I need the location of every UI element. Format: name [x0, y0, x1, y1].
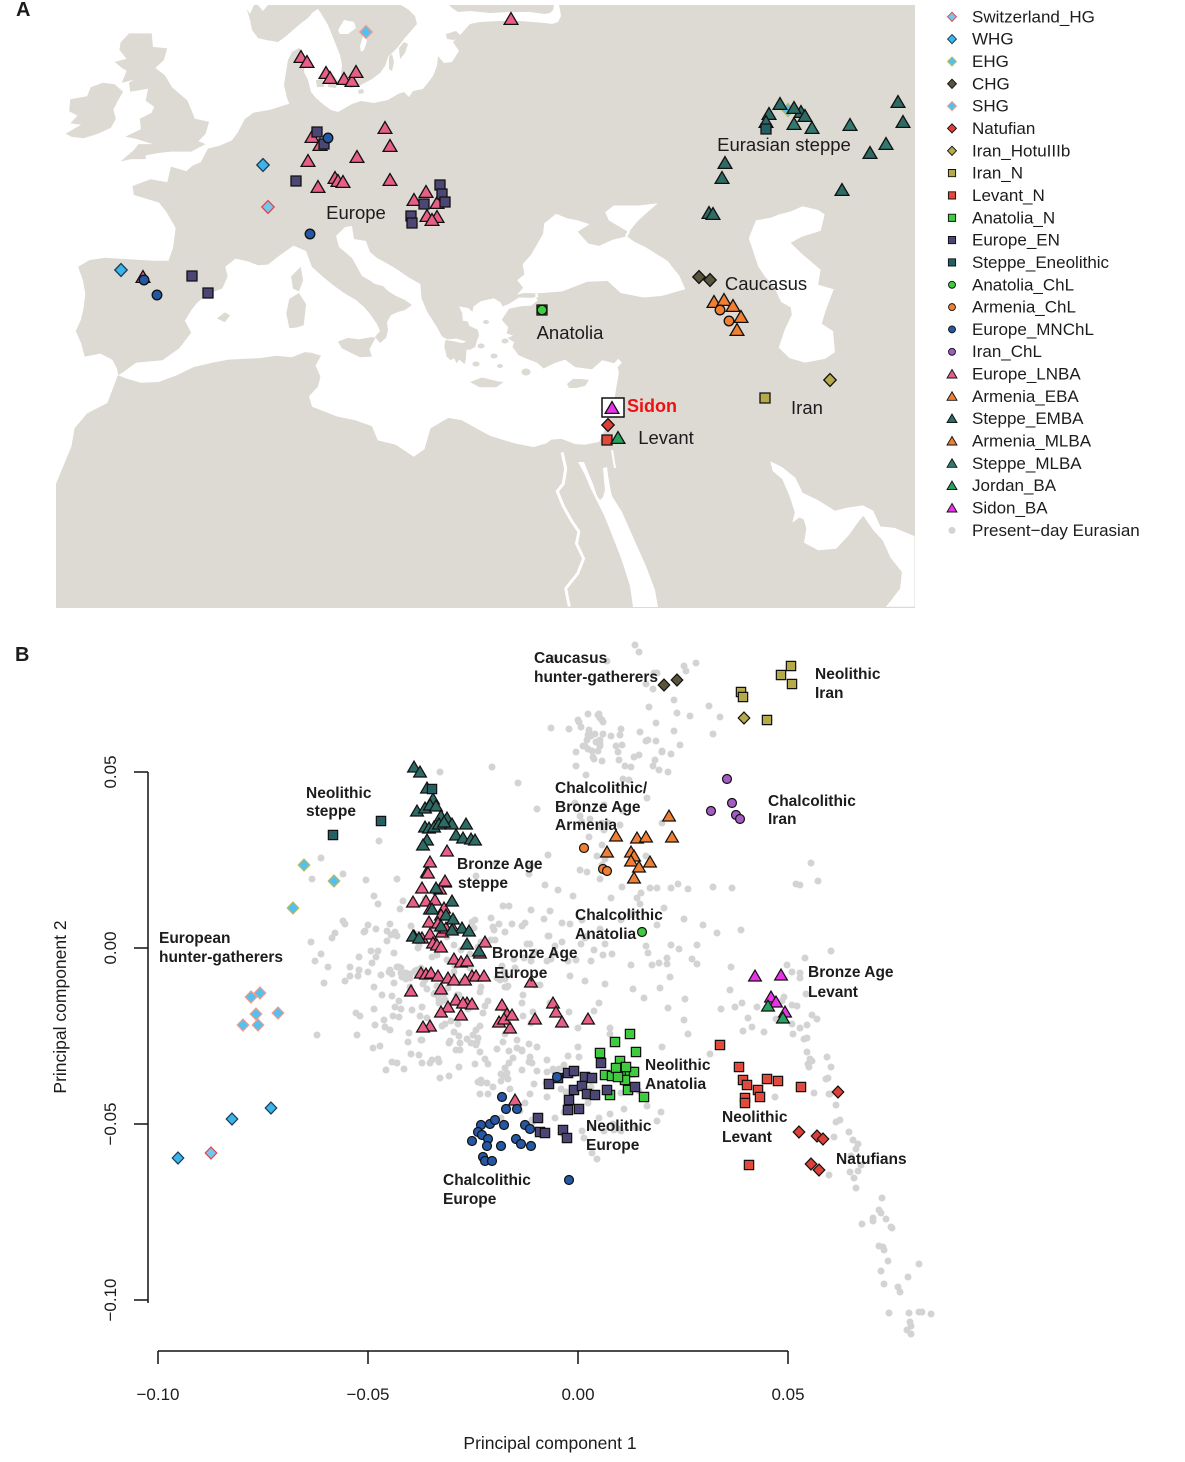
svg-text:Neolithic: Neolithic	[722, 1109, 788, 1126]
svg-text:Principal component 1: Principal component 1	[463, 1433, 636, 1453]
svg-text:Principal component 2: Principal component 2	[50, 920, 70, 1093]
svg-text:Natufians: Natufians	[836, 1151, 907, 1168]
svg-text:Sidon: Sidon	[627, 396, 677, 416]
svg-text:CHG: CHG	[972, 74, 1010, 93]
svg-text:Anatolia: Anatolia	[645, 1076, 707, 1093]
svg-text:steppe: steppe	[306, 803, 356, 820]
svg-text:EHG: EHG	[972, 52, 1009, 71]
svg-text:Caucasus: Caucasus	[534, 650, 607, 667]
svg-text:Chalcolithic: Chalcolithic	[575, 907, 663, 924]
svg-text:−0.05: −0.05	[346, 1385, 389, 1404]
svg-text:Neolithic: Neolithic	[815, 666, 881, 683]
svg-text:steppe: steppe	[458, 875, 508, 892]
svg-text:Levant: Levant	[722, 1129, 772, 1146]
svg-text:A: A	[16, 0, 30, 21]
svg-text:Armenia_ChL: Armenia_ChL	[972, 298, 1076, 317]
svg-text:Armenia: Armenia	[555, 817, 617, 834]
svg-text:Anatolia_N: Anatolia_N	[972, 208, 1055, 227]
svg-text:Anatolia: Anatolia	[537, 322, 605, 343]
svg-text:Anatolia: Anatolia	[575, 926, 637, 943]
svg-text:Levant: Levant	[638, 427, 694, 448]
svg-text:Eurasian steppe: Eurasian steppe	[717, 134, 851, 155]
svg-text:SHG: SHG	[972, 97, 1009, 116]
svg-text:Levant_N: Levant_N	[972, 186, 1045, 205]
svg-text:Iran: Iran	[791, 397, 823, 418]
svg-text:Europe: Europe	[326, 202, 386, 223]
svg-text:Europe: Europe	[494, 965, 548, 982]
svg-text:Anatolia_ChL: Anatolia_ChL	[972, 275, 1074, 294]
svg-text:0.05: 0.05	[101, 755, 120, 788]
svg-text:Chalcolithic/: Chalcolithic/	[555, 780, 648, 797]
svg-text:Bronze Age: Bronze Age	[492, 945, 578, 962]
svg-text:Natufian: Natufian	[972, 119, 1035, 138]
svg-text:Iran: Iran	[815, 685, 843, 702]
svg-text:Europe_LNBA: Europe_LNBA	[972, 365, 1081, 384]
svg-text:Iran_ChL: Iran_ChL	[972, 342, 1042, 361]
svg-text:Iran_HotuIIIb: Iran_HotuIIIb	[972, 141, 1070, 160]
svg-text:Switzerland_HG: Switzerland_HG	[972, 7, 1095, 26]
svg-text:Armenia_MLBA: Armenia_MLBA	[972, 432, 1092, 451]
svg-text:Neolithic: Neolithic	[645, 1057, 711, 1074]
svg-text:Chalcolithic: Chalcolithic	[768, 793, 856, 810]
svg-text:Europe_MNChL: Europe_MNChL	[972, 320, 1094, 339]
svg-text:European: European	[159, 930, 230, 947]
svg-text:0.05: 0.05	[771, 1385, 804, 1404]
svg-text:Bronze Age: Bronze Age	[457, 856, 543, 873]
svg-text:Sidon_BA: Sidon_BA	[972, 499, 1048, 518]
svg-text:Steppe_MLBA: Steppe_MLBA	[972, 454, 1082, 473]
svg-text:Chalcolithic: Chalcolithic	[443, 1172, 531, 1189]
svg-text:0.00: 0.00	[561, 1385, 594, 1404]
svg-text:Neolithic: Neolithic	[306, 785, 372, 802]
svg-text:Bronze Age: Bronze Age	[808, 964, 894, 981]
svg-text:Armenia_EBA: Armenia_EBA	[972, 387, 1079, 406]
svg-text:Iran_N: Iran_N	[972, 164, 1023, 183]
svg-text:−0.10: −0.10	[101, 1278, 120, 1321]
svg-text:hunter-gatherers: hunter-gatherers	[159, 949, 283, 966]
svg-text:Present−day Eurasian: Present−day Eurasian	[972, 521, 1140, 540]
svg-text:−0.05: −0.05	[101, 1102, 120, 1145]
svg-text:Levant: Levant	[808, 984, 858, 1001]
svg-text:WHG: WHG	[972, 30, 1014, 49]
svg-text:Europe: Europe	[586, 1137, 640, 1154]
svg-text:Jordan_BA: Jordan_BA	[972, 476, 1057, 495]
svg-text:Europe_EN: Europe_EN	[972, 231, 1060, 250]
svg-text:B: B	[15, 644, 29, 666]
svg-text:Neolithic: Neolithic	[586, 1118, 652, 1135]
svg-text:−0.10: −0.10	[136, 1385, 179, 1404]
svg-text:Bronze Age: Bronze Age	[555, 799, 641, 816]
svg-text:0.00: 0.00	[101, 931, 120, 964]
svg-text:Caucasus: Caucasus	[725, 273, 807, 294]
svg-text:Steppe_Eneolithic: Steppe_Eneolithic	[972, 253, 1110, 272]
svg-text:Iran: Iran	[768, 811, 796, 828]
svg-text:Steppe_EMBA: Steppe_EMBA	[972, 409, 1084, 428]
svg-text:hunter-gatherers: hunter-gatherers	[534, 669, 658, 686]
svg-text:Europe: Europe	[443, 1191, 497, 1208]
